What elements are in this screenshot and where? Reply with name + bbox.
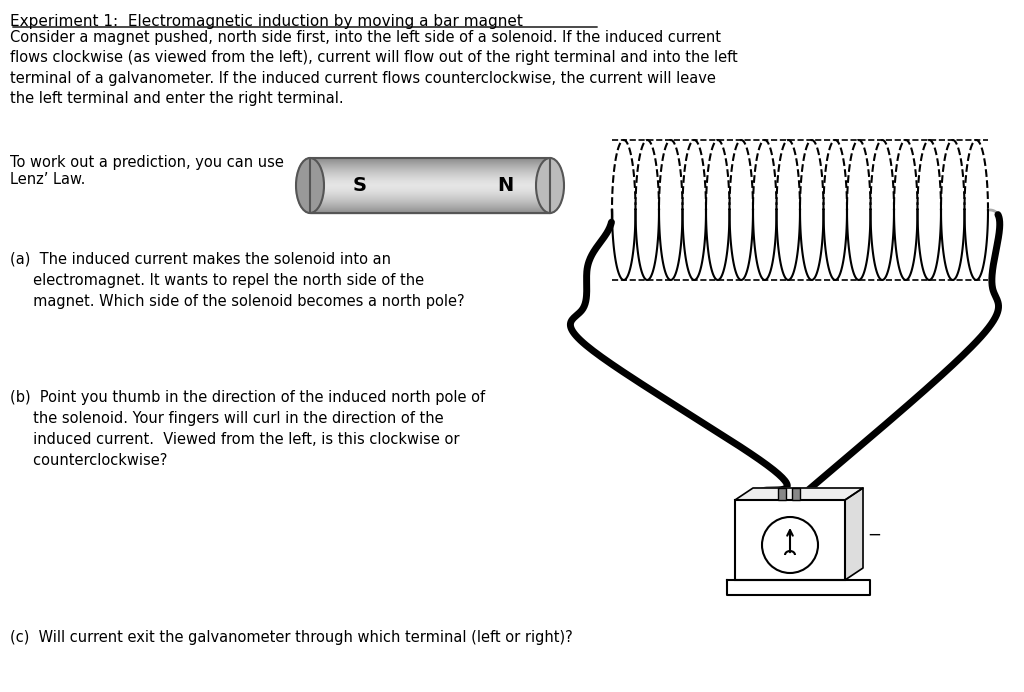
Bar: [310, 160, 550, 161]
Bar: [310, 166, 550, 167]
Bar: [310, 163, 550, 164]
Bar: [310, 172, 550, 173]
Text: Experiment 1:  Electromagnetic induction by moving a bar magnet: Experiment 1: Electromagnetic induction …: [10, 14, 523, 29]
Bar: [310, 187, 550, 188]
Bar: [310, 197, 550, 198]
Bar: [310, 205, 550, 206]
Bar: [310, 169, 550, 170]
Circle shape: [762, 517, 818, 573]
Bar: [310, 189, 550, 190]
Text: Consider a magnet pushed, north side first, into the left side of a solenoid. If: Consider a magnet pushed, north side fir…: [10, 30, 737, 106]
Bar: [310, 203, 550, 204]
Bar: [310, 170, 550, 171]
Bar: [310, 199, 550, 200]
Bar: [310, 206, 550, 207]
Bar: [310, 210, 550, 211]
Bar: [310, 196, 550, 197]
Text: (c)  Will current exit the galvanometer through which terminal (left or right)?: (c) Will current exit the galvanometer t…: [10, 630, 572, 645]
Text: N: N: [497, 176, 513, 195]
Bar: [310, 195, 550, 196]
Ellipse shape: [536, 158, 564, 213]
Bar: [310, 208, 550, 209]
Bar: [310, 181, 550, 182]
Text: (b)  Point you thumb in the direction of the induced north pole of
     the sole: (b) Point you thumb in the direction of …: [10, 390, 485, 468]
Bar: [310, 193, 550, 194]
Bar: [310, 158, 550, 213]
Bar: [310, 204, 550, 205]
Bar: [310, 165, 550, 166]
Bar: [310, 192, 550, 193]
Bar: [310, 171, 550, 172]
Bar: [310, 207, 550, 208]
Bar: [792, 488, 800, 500]
Text: To work out a prediction, you can use: To work out a prediction, you can use: [10, 155, 284, 170]
Ellipse shape: [296, 158, 324, 213]
Bar: [310, 184, 550, 185]
Polygon shape: [735, 488, 863, 500]
Bar: [310, 183, 550, 184]
Text: Lenz’ Law.: Lenz’ Law.: [10, 172, 85, 187]
Bar: [310, 202, 550, 203]
Bar: [310, 212, 550, 213]
Bar: [310, 162, 550, 163]
Bar: [310, 182, 550, 183]
Bar: [310, 158, 550, 159]
Bar: [310, 173, 550, 174]
Bar: [310, 211, 550, 212]
Bar: [310, 168, 550, 169]
Bar: [310, 194, 550, 195]
Text: (a)  The induced current makes the solenoid into an
     electromagnet. It wants: (a) The induced current makes the soleno…: [10, 252, 465, 309]
Bar: [310, 191, 550, 192]
Bar: [310, 178, 550, 179]
Bar: [310, 200, 550, 201]
Bar: [310, 209, 550, 210]
Bar: [310, 164, 550, 165]
Bar: [310, 167, 550, 168]
Bar: [310, 159, 550, 160]
Polygon shape: [727, 580, 870, 595]
Bar: [310, 177, 550, 178]
Bar: [310, 176, 550, 177]
Bar: [310, 174, 550, 175]
Bar: [310, 161, 550, 162]
Polygon shape: [845, 488, 863, 580]
Bar: [778, 488, 786, 500]
Bar: [310, 188, 550, 189]
Bar: [735, 500, 845, 580]
Bar: [310, 180, 550, 181]
Bar: [310, 186, 550, 187]
Bar: [310, 190, 550, 191]
Bar: [310, 175, 550, 176]
Text: S: S: [353, 176, 367, 195]
Bar: [310, 179, 550, 180]
Text: −: −: [867, 526, 881, 544]
Bar: [310, 185, 550, 186]
Bar: [310, 198, 550, 199]
Bar: [310, 201, 550, 202]
